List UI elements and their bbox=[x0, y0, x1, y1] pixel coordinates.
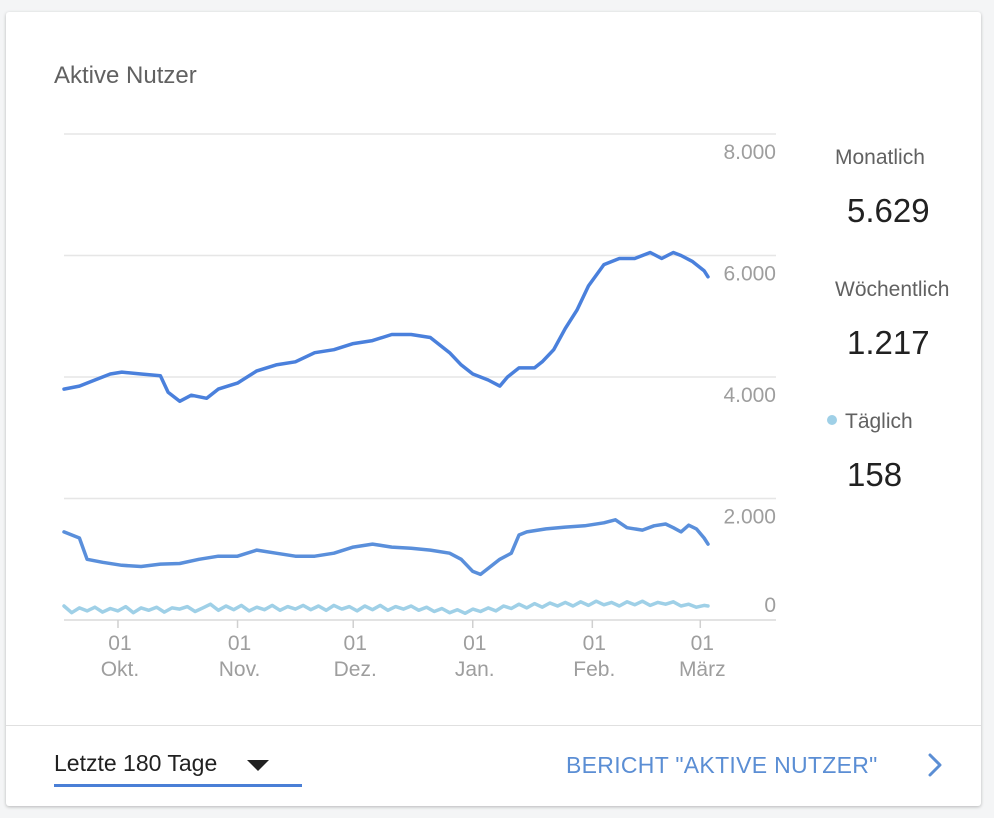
x-tick-month: März bbox=[679, 658, 726, 681]
x-tick-month: Nov. bbox=[219, 658, 261, 681]
caret-down-icon bbox=[247, 760, 269, 771]
report-link-label: BERICHT "AKTIVE NUTZER" bbox=[566, 752, 878, 778]
legend-daily-dot bbox=[827, 415, 837, 426]
y-tick-label: 8.000 bbox=[723, 141, 776, 164]
x-tick-month: Okt. bbox=[101, 658, 140, 681]
active-users-chart: 8.000 6.000 4.000 2.000 0 01 Okt. 01 Nov. 01 Dez.… bbox=[62, 133, 776, 681]
legend-daily-label: Täglich bbox=[827, 410, 913, 434]
series-line-wöchentlich bbox=[62, 518, 710, 577]
legend-weekly-label: Wöchentlich bbox=[835, 278, 950, 301]
x-tick-day: 01 bbox=[344, 632, 367, 655]
x-tick-day: 01 bbox=[583, 632, 606, 655]
legend-daily-text: Täglich bbox=[845, 410, 913, 433]
y-tick-label: 6.000 bbox=[723, 263, 776, 286]
x-tick-day: 01 bbox=[108, 632, 131, 655]
y-tick-label: 2.000 bbox=[723, 506, 776, 529]
series-line-monatlich bbox=[62, 250, 710, 404]
chevron-right-icon bbox=[928, 753, 942, 777]
chart-gridlines bbox=[64, 133, 776, 621]
footer-divider bbox=[6, 725, 981, 726]
date-range-label: Letzte 180 Tage bbox=[54, 750, 218, 776]
series-line-täglich bbox=[62, 599, 710, 616]
x-tick-month: Jan. bbox=[455, 658, 495, 681]
y-axis-ticks: 8.000 6.000 4.000 2.000 0 bbox=[723, 141, 776, 617]
x-tick-day: 01 bbox=[228, 632, 251, 655]
y-tick-label: 0 bbox=[764, 594, 776, 617]
active-users-card: Aktive Nutzer 8.000 6.000 4.000 2.000 0 01 Ok… bbox=[6, 12, 981, 806]
x-tick-month: Dez. bbox=[334, 658, 377, 681]
y-tick-label: 4.000 bbox=[723, 384, 776, 407]
legend-monthly-value: 5.629 bbox=[847, 192, 930, 229]
legend-weekly-value: 1.217 bbox=[847, 324, 930, 361]
x-tick-day: 01 bbox=[463, 632, 486, 655]
x-axis-ticks: 01 Okt. 01 Nov. 01 Dez. 01 Jan. 01 Feb. 01 März bbox=[101, 620, 726, 681]
x-tick-month: Feb. bbox=[573, 658, 615, 681]
legend-monthly-label: Monatlich bbox=[835, 146, 925, 169]
dropdown-underline bbox=[54, 784, 302, 787]
x-tick-day: 01 bbox=[691, 632, 714, 655]
chart-series bbox=[62, 250, 710, 616]
card-title: Aktive Nutzer bbox=[54, 62, 197, 89]
legend-daily-value: 158 bbox=[847, 456, 903, 493]
date-range-dropdown[interactable]: Letzte 180 Tage bbox=[54, 747, 302, 787]
